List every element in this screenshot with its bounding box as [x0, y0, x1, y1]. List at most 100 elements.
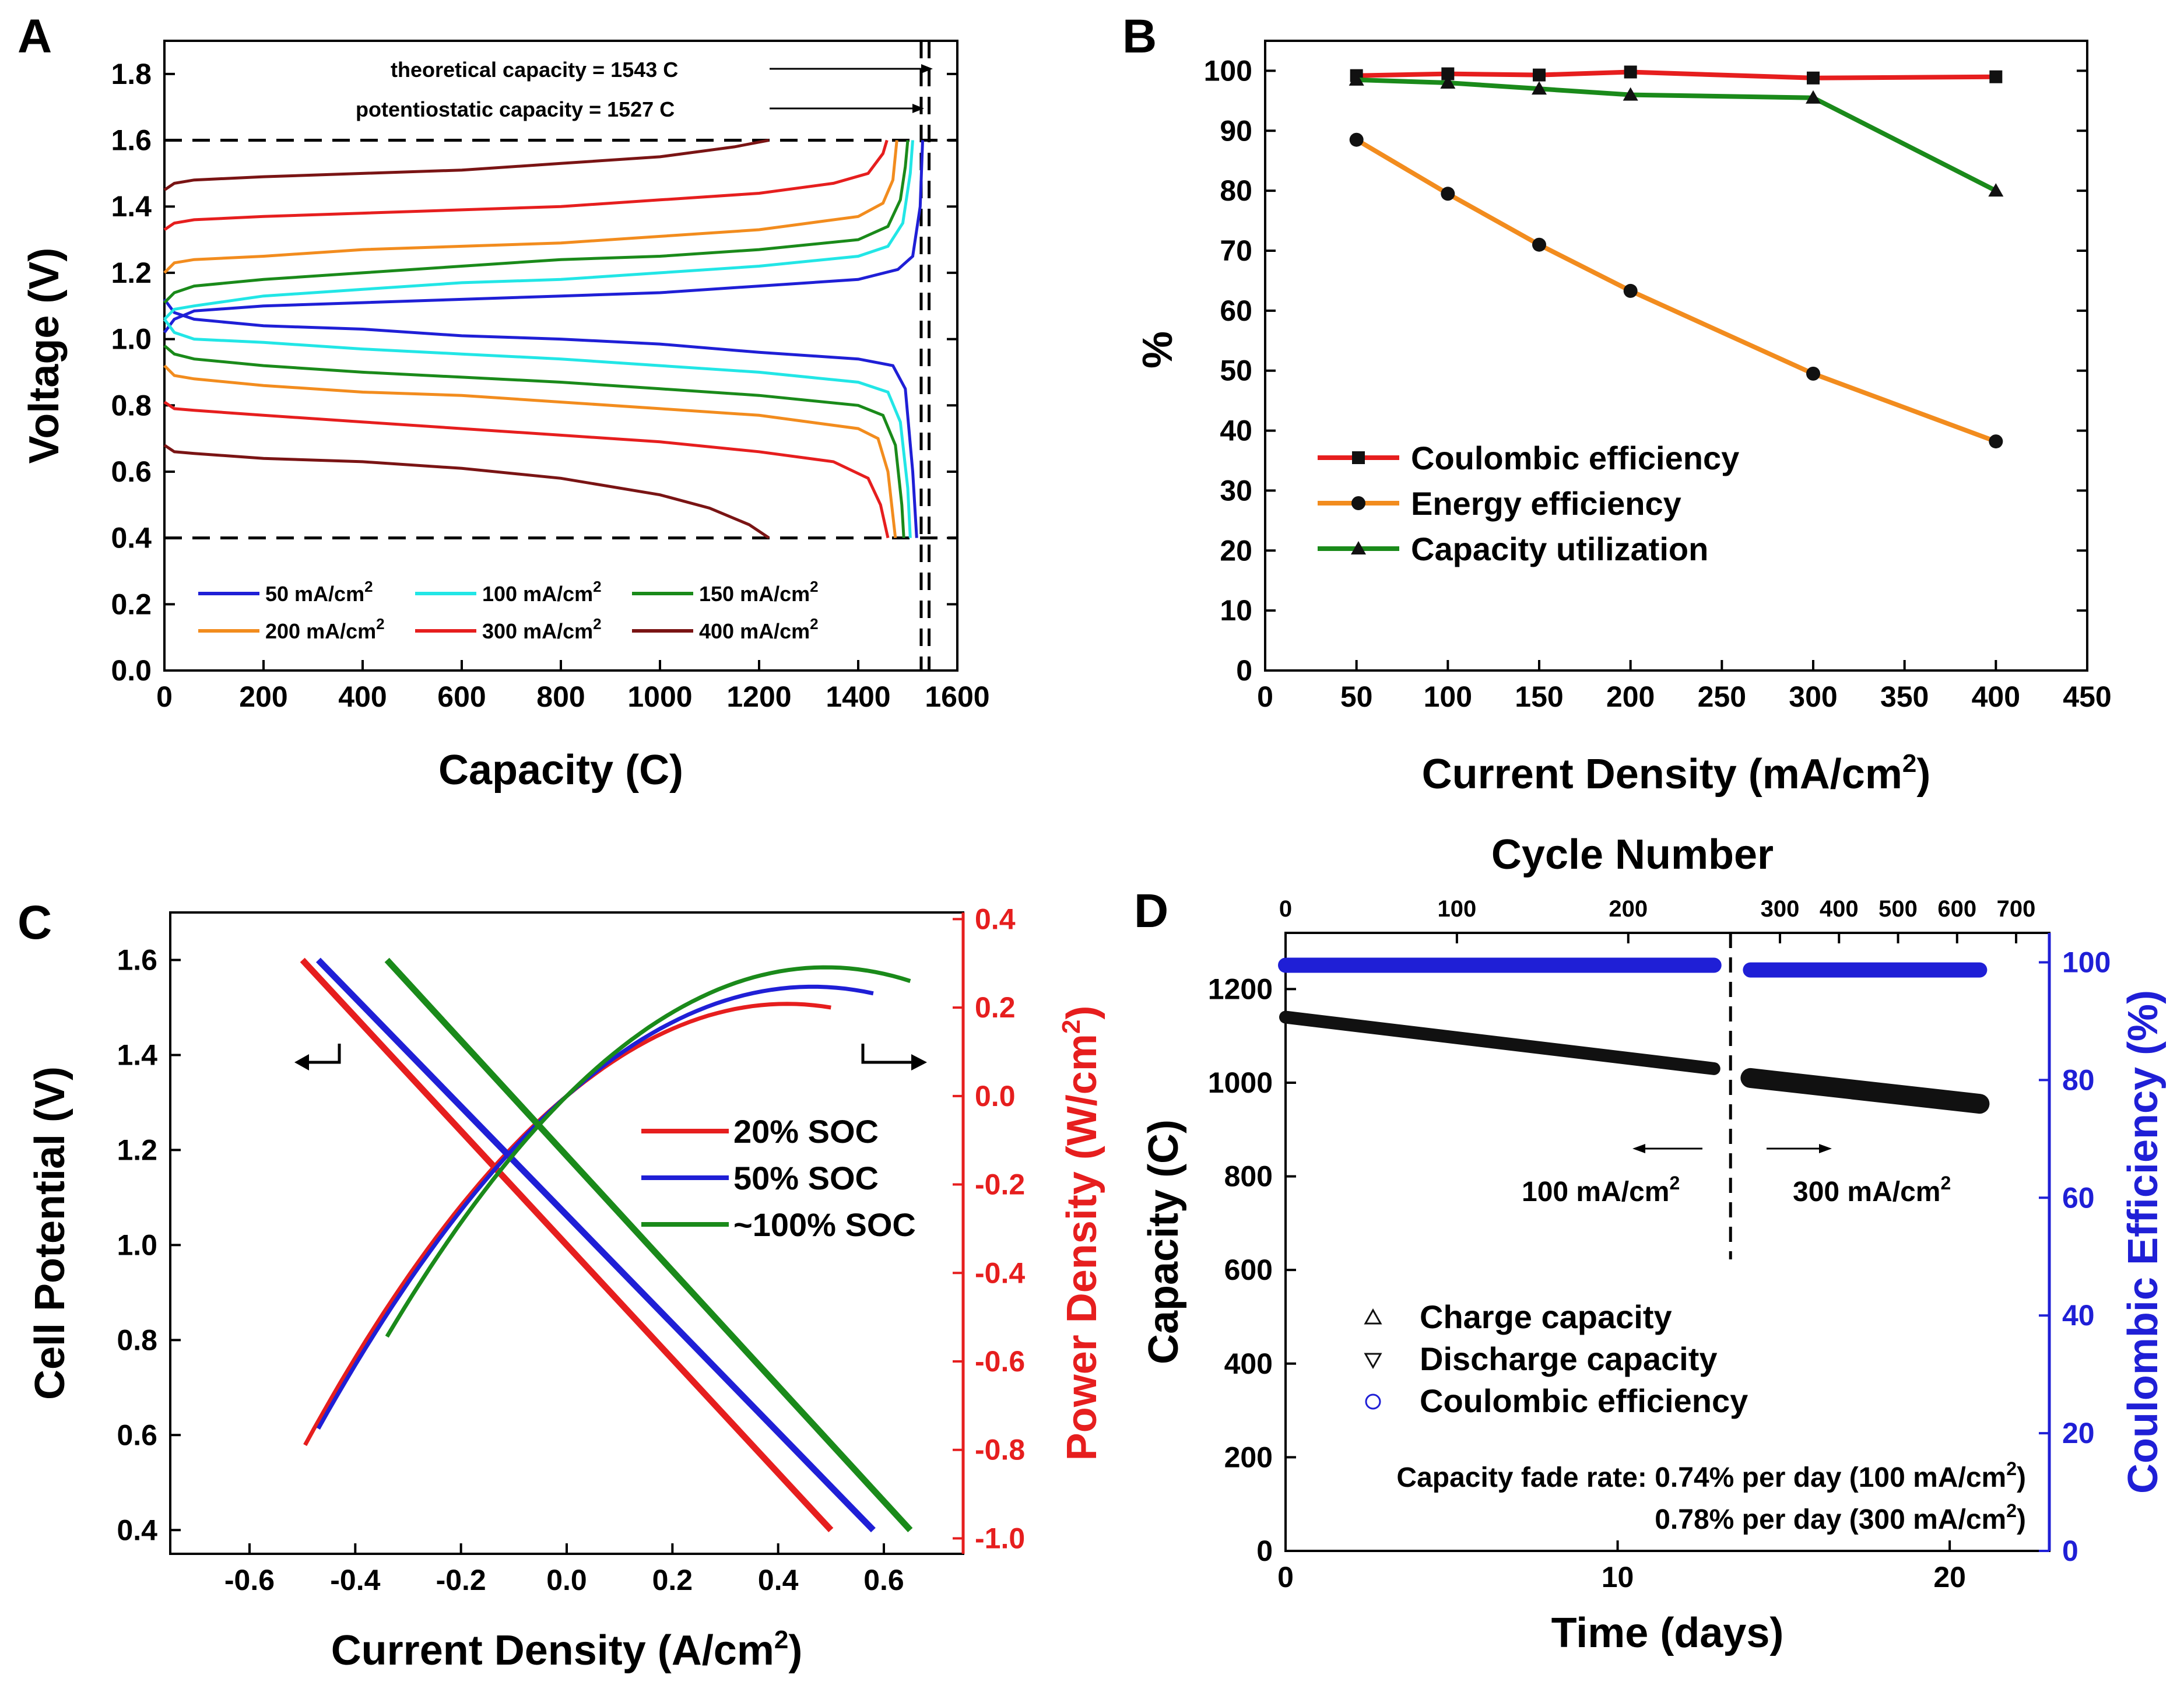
- data-point: [1441, 67, 1455, 80]
- panel-d-ylabel: Capacity (C): [1140, 1119, 1187, 1364]
- panel-c-xtick-label: 0.4: [758, 1564, 799, 1596]
- legend-marker: [1365, 1393, 1381, 1410]
- panel-b-xtick-label: 450: [2063, 680, 2111, 713]
- panel-b-legend: Coulombic efficiency Energy efficiency Cap…: [1318, 440, 1739, 567]
- panel-d-xlabel: Time (days): [1551, 1610, 1784, 1656]
- panel-a-xtick-label: 400: [338, 680, 387, 713]
- panel-c-axis-arrows: [294, 1044, 927, 1070]
- panel-d-data: 100 mA/cm2 300 mA/cm2: [1278, 933, 1990, 1259]
- legend-label: ~100% SOC: [733, 1206, 916, 1243]
- annotation-arrows: [770, 64, 933, 113]
- panel-d-y2tick-label: 80: [2062, 1063, 2095, 1096]
- data-point: [1532, 237, 1546, 252]
- data-point: [1624, 65, 1637, 79]
- legend-label-150: 150 mA/cm2: [699, 578, 819, 606]
- panel-c-letter: C: [17, 896, 52, 949]
- data-point: [1806, 366, 1820, 381]
- panel-b-series: [1349, 65, 2004, 449]
- legend-label: Charge capacity: [1420, 1298, 1672, 1335]
- legend-label-200: 200 mA/cm2: [265, 615, 385, 643]
- panel-d-x2tick-label: 0: [1279, 896, 1292, 922]
- data-point: [1988, 183, 2004, 197]
- power-density-curve: [385, 965, 911, 1338]
- panel-b-ytick-label: 40: [1220, 415, 1252, 447]
- panel-d-x2tick-label: 200: [1609, 896, 1648, 922]
- panel-b-xtick-label: 50: [1340, 680, 1373, 713]
- current-regime-label: 300 mA/cm2: [1793, 1173, 1951, 1207]
- panel-d-x2tick-label: 700: [1997, 896, 2036, 922]
- charge-curve-150: [163, 140, 910, 304]
- panel-d-xtick-label: 10: [1602, 1561, 1634, 1593]
- panel-a-ytick-label: 0.8: [111, 389, 152, 422]
- panel-b-xtick-label: 0: [1257, 680, 1273, 713]
- current-regime-label: 100 mA/cm2: [1522, 1173, 1680, 1207]
- panel-d-y2tick-label: 20: [2062, 1417, 2095, 1449]
- panel-d-x2tick-label: 400: [1820, 896, 1859, 922]
- panel-c-ticks: -0.6 -0.4 -0.2 0.0 0.2 0.4 0.6 0.4 0.6 0.8 1.0 1.2 1…: [117, 903, 1025, 1596]
- panel-a-ytick-label: 1.0: [111, 323, 152, 356]
- panel-a-ytick-label: 1.8: [111, 58, 152, 90]
- panel-b-xtick-label: 200: [1606, 680, 1655, 713]
- panel-a-curves: [163, 139, 924, 539]
- panel-c-y2label: Power Density (W/cm2): [1057, 1006, 1105, 1461]
- capacity-markers: [1279, 1010, 1720, 1075]
- panel-c-xlabel: Current Density (A/cm2): [331, 1626, 803, 1674]
- panel-b: B 0 50 100 150 200 250 300 350 400 450 0 10 20 30 40 50…: [1122, 10, 2112, 798]
- panel-c-xtick-label: 0.0: [546, 1564, 587, 1596]
- charge-curve-300: [163, 139, 889, 231]
- left-arrowhead: [1632, 1144, 1645, 1153]
- panel-c-xtick-label: -0.6: [224, 1564, 275, 1596]
- panel-c-curves: [300, 957, 913, 1533]
- panel-c-ytick-label: 0.6: [117, 1419, 157, 1451]
- panel-c-xtick-label: -0.2: [436, 1564, 486, 1596]
- data-point: [1623, 283, 1638, 298]
- legend-label-300: 300 mA/cm2: [482, 615, 602, 643]
- panel-a-xtick-label: 600: [437, 680, 486, 713]
- panel-b-ticks: 0 50 100 150 200 250 300 350 400 450 0 10 20 30 40 50 60…: [1204, 54, 2112, 713]
- discharge-curve-200: [163, 364, 897, 538]
- data-point: [1989, 434, 2003, 449]
- panel-a-xtick-label: 1400: [826, 680, 890, 713]
- panel-d-ytick-label: 1200: [1208, 973, 1273, 1005]
- panel-c-y2tick-label: -0.6: [975, 1345, 1025, 1378]
- panel-c-y2tick-label: 0.4: [975, 903, 1016, 935]
- panel-a: A 0 200 400 600 800 1000 1200 1400 1600 0.0 0.2 0.4…: [17, 10, 990, 794]
- panel-d-x2tick-label: 500: [1878, 896, 1918, 922]
- legend-label: Energy efficiency: [1411, 485, 1681, 522]
- panel-c-y2tick-label: -1.0: [975, 1522, 1025, 1554]
- panel-c-y2tick-label: 0.2: [975, 991, 1016, 1024]
- legend-label: Discharge capacity: [1420, 1340, 1717, 1377]
- panel-a-ytick-label: 1.6: [111, 124, 152, 157]
- panel-c-ytick-label: 1.2: [117, 1133, 157, 1166]
- panel-a-xtick-label: 1600: [925, 680, 989, 713]
- panel-b-ytick-label: 0: [1236, 654, 1252, 687]
- panel-d-y2tick-label: 40: [2062, 1299, 2095, 1332]
- charge-curve-50: [163, 140, 924, 334]
- fade-rate-note-line2: 0.78% per day (300 mA/cm2): [1655, 1500, 2026, 1535]
- panel-b-ytick-label: 10: [1220, 594, 1252, 627]
- panel-b-xtick-label: 250: [1698, 680, 1746, 713]
- panel-c-y2tick-label: -0.4: [975, 1256, 1025, 1289]
- panel-c: C -0.6 -0.4 -0.2 0.0 0.2 0.4 0.6 0.4 0.6 0.8 1.0 1.…: [17, 896, 1105, 1674]
- panel-a-xtick-label: 1200: [726, 680, 791, 713]
- panel-d-ytick-label: 0: [1256, 1535, 1273, 1567]
- panel-a-legend: 50 mA/cm2 100 mA/cm2 150 mA/cm2 200 mA/cm2 3…: [198, 578, 819, 643]
- panel-b-xtick-label: 400: [1972, 680, 2020, 713]
- panel-a-letter: A: [17, 10, 52, 63]
- power-density-curve: [316, 984, 874, 1430]
- potentiostatic-capacity-label: potentiostatic capacity = 1527 C: [356, 97, 675, 121]
- panel-c-ytick-label: 0.8: [117, 1324, 157, 1356]
- legend-label: 50% SOC: [733, 1160, 879, 1196]
- panel-c-ytick-label: 1.0: [117, 1228, 157, 1261]
- legend-marker: [1352, 451, 1365, 464]
- right-arrowhead: [1819, 1144, 1832, 1153]
- data-point: [1623, 87, 1638, 101]
- theoretical-capacity-label: theoretical capacity = 1543 C: [391, 58, 678, 82]
- panel-c-ylabel: Cell Potential (V): [27, 1066, 73, 1400]
- charge-curve-200: [163, 140, 898, 274]
- panel-d-x2tick-label: 300: [1761, 896, 1800, 922]
- data-point: [1806, 90, 1821, 104]
- panel-a-reference-lines: [164, 41, 957, 671]
- discharge-curve-150: [163, 344, 905, 538]
- data-point: [1532, 81, 1547, 95]
